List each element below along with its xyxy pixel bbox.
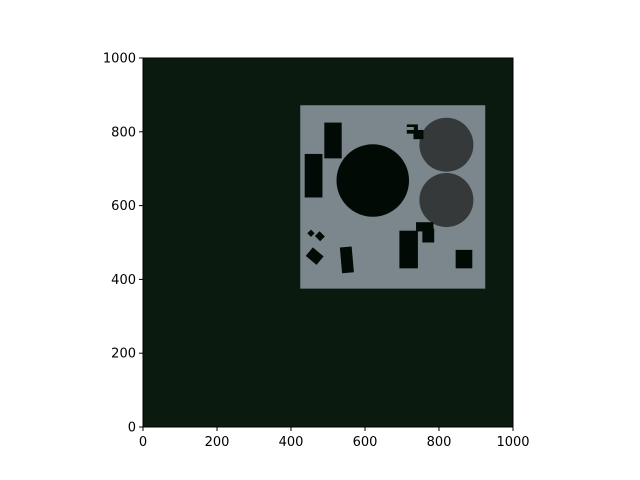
image-circle-4 bbox=[419, 173, 474, 228]
y-tick-label: 0 bbox=[128, 421, 136, 436]
x-tick-label: 800 bbox=[427, 435, 452, 450]
image-block-5 bbox=[399, 230, 418, 269]
image-block-7 bbox=[422, 228, 435, 243]
x-tick-label: 200 bbox=[205, 435, 230, 450]
image-circle-3 bbox=[419, 117, 474, 172]
image-block-10 bbox=[305, 247, 324, 265]
image-block-11 bbox=[314, 231, 325, 242]
plot-area bbox=[143, 58, 513, 427]
image-block-14 bbox=[406, 127, 414, 130]
image-block-15 bbox=[413, 129, 424, 140]
y-tick-label: 1000 bbox=[103, 52, 136, 67]
y-tick-label: 200 bbox=[111, 347, 136, 362]
axes-frame bbox=[142, 57, 514, 428]
x-tick-label: 1000 bbox=[496, 435, 529, 450]
image-block-1 bbox=[304, 153, 323, 198]
x-tick-label: 400 bbox=[279, 435, 304, 450]
y-tick-label: 400 bbox=[111, 273, 136, 288]
image-circle-2 bbox=[336, 144, 410, 217]
image-block-8 bbox=[455, 249, 473, 269]
x-tick-label: 600 bbox=[353, 435, 378, 450]
y-tick-label: 800 bbox=[111, 125, 136, 140]
image-block-6 bbox=[416, 222, 434, 232]
image-block-0 bbox=[324, 122, 342, 159]
axes: 0 200 400 600 800 1000 0 200 400 600 800 1000 bbox=[103, 52, 530, 451]
x-tick-label: 0 bbox=[139, 435, 147, 450]
image-block-9 bbox=[339, 246, 354, 274]
y-tick-label: 600 bbox=[111, 199, 136, 214]
image-block-12 bbox=[307, 229, 315, 237]
